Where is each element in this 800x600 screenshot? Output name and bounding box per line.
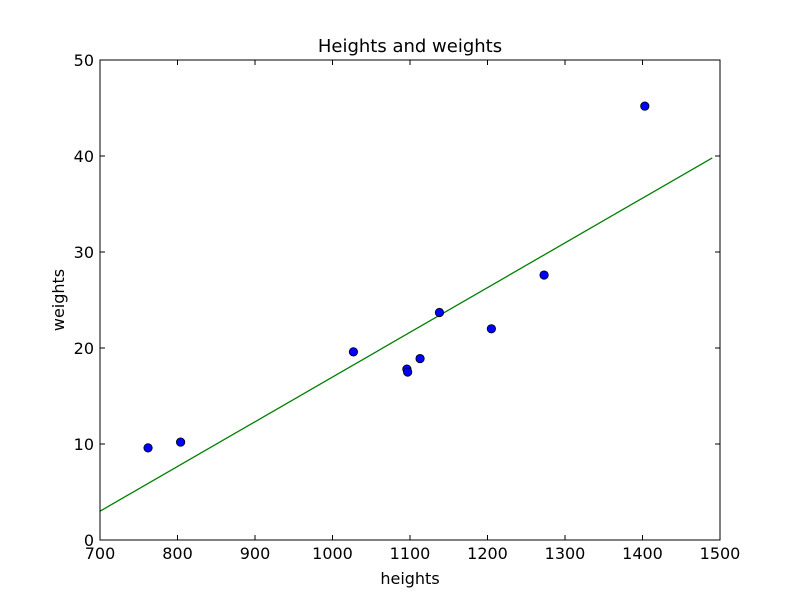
data-point (415, 353, 425, 364)
x-tick-label: 1400 (622, 544, 663, 563)
x-tick-label: 1100 (390, 544, 431, 563)
data-point (640, 101, 650, 111)
y-tick-label: 40 (74, 147, 94, 166)
data-point (434, 307, 445, 318)
x-tick-label: 700 (85, 544, 116, 563)
data-point (486, 324, 496, 334)
x-tick-label: 1500 (700, 544, 741, 563)
chart-title: Heights and weights (318, 36, 502, 57)
y-tick-label: 10 (74, 435, 94, 454)
fit-line (99, 157, 713, 512)
y-tick-label: 30 (74, 243, 94, 262)
axis-ticks: 700 800 900 1000 1100 1200 1300 1400 1500 0 10 20 30… (74, 51, 741, 563)
y-tick-label: 0 (84, 531, 94, 550)
chart-marks (99, 101, 713, 512)
data-point (348, 347, 359, 357)
x-tick-label: 1000 (312, 544, 353, 563)
x-axis-label: heights (380, 569, 439, 588)
y-tick-label: 20 (74, 339, 94, 358)
y-axis-label: weights (49, 269, 68, 331)
plot-area (100, 60, 720, 540)
data-point (176, 437, 186, 447)
data-point (403, 367, 413, 377)
x-tick-label: 900 (240, 544, 271, 563)
y-tick-label: 50 (74, 51, 94, 70)
x-tick-label: 1200 (467, 544, 508, 563)
x-tick-label: 800 (162, 544, 193, 563)
data-point (143, 443, 153, 453)
x-tick-label: 1300 (545, 544, 586, 563)
data-point (539, 270, 549, 280)
